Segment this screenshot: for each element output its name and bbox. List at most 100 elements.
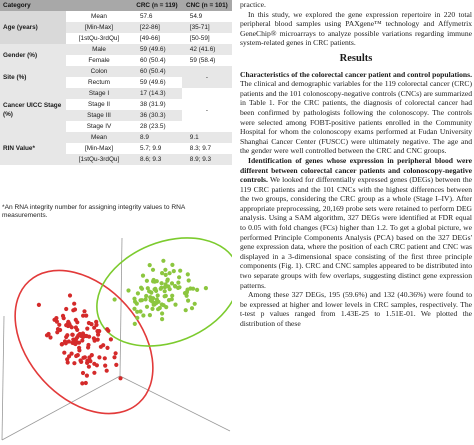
crc-point	[84, 373, 89, 378]
cnc-point	[153, 286, 158, 291]
table-row: Cancer UICC Stage (%) Stage I 17 (14.3) …	[0, 88, 232, 132]
crc-point	[80, 338, 85, 343]
cnc-point	[191, 286, 196, 291]
cnc-point	[162, 294, 167, 299]
table-row: Rectum 59 (49.6)	[0, 77, 232, 88]
axis-line	[1, 315, 5, 441]
cnc-point	[126, 288, 131, 293]
cnc-point	[132, 321, 137, 326]
cnc-point	[135, 291, 140, 296]
axis-line	[119, 237, 123, 377]
crc-point	[54, 316, 59, 321]
crc-point	[89, 322, 94, 327]
table-row: [Min-Max] 5.7; 9.9 8.3; 9.7	[0, 143, 232, 154]
crc-point	[65, 333, 70, 338]
cnc-point	[167, 271, 172, 276]
cnc-point	[165, 277, 170, 282]
crc-cell: 57.6	[140, 13, 153, 20]
header-crc: CRC (n = 119)	[132, 0, 182, 11]
crc-point	[79, 359, 84, 364]
crc-point	[80, 370, 86, 376]
cnc-cell: 8.9; 9.3	[181, 154, 232, 165]
crc-point	[62, 350, 67, 355]
crc-point	[112, 355, 117, 360]
cnc-point	[147, 263, 152, 268]
cnc-point	[141, 313, 146, 318]
table-row: Female 60 (50.4) 59 (58.4)	[0, 55, 232, 66]
crc-point	[96, 332, 101, 337]
crc-cell: 59 (49.6)	[132, 44, 182, 55]
sub-cell: [1stQu-3rdQu]	[66, 154, 132, 165]
results-paragraph-2: Identification of genes whose expression…	[240, 156, 472, 290]
crc-point	[80, 334, 85, 339]
crc-point	[67, 293, 73, 298]
crc-cell: 60 (50.4)	[132, 66, 182, 77]
category-cell: RIN Value*	[0, 132, 66, 165]
crc-point	[108, 337, 113, 342]
cnc-point	[161, 258, 166, 263]
cnc-point	[159, 285, 164, 290]
table-row: Stage III 36 (30.3)	[0, 110, 232, 121]
table-row: [1stQu-3rdQu] 8.6; 9.3 8.9; 9.3	[0, 154, 232, 165]
crc-point	[94, 363, 99, 368]
crc-point	[82, 309, 87, 314]
cnc-point	[152, 279, 157, 284]
crc-point	[113, 351, 118, 356]
cnc-point	[150, 267, 156, 272]
cnc-point	[160, 311, 165, 316]
cnc-point	[163, 267, 168, 272]
cnc-point	[177, 275, 182, 280]
crc-cell: 38 (31.9)	[140, 101, 166, 108]
cnc-point	[148, 298, 153, 303]
cnc-point	[147, 313, 152, 318]
header-category: Category	[0, 0, 66, 11]
header-cnc: CNC (n = 101)	[181, 0, 232, 11]
sub-cell: Mean	[91, 13, 107, 20]
section-heading: Results	[339, 52, 373, 64]
sub-cell: Colon	[66, 66, 132, 77]
sub-cell: [Min-Max]	[66, 22, 132, 33]
pca-3d-scatter	[1, 237, 232, 441]
crc-cell: 5.7; 9.9	[140, 145, 162, 152]
para2-text: We looked for differentially expressed g…	[240, 175, 472, 290]
results-paragraph-1: Characteristics of the colorectal cancer…	[240, 70, 472, 156]
cnc-point	[155, 293, 160, 298]
table-row: [Min-Max] [22-86] [35-71]	[0, 22, 232, 33]
crc-point	[65, 357, 70, 362]
crc-point	[105, 345, 110, 350]
sub-cell: Stage II	[87, 101, 111, 108]
cnc-point	[172, 284, 178, 289]
cnc-point	[163, 272, 168, 277]
cnc-point	[184, 293, 189, 298]
cnc-point	[132, 306, 137, 311]
cnc-point	[138, 298, 143, 303]
crc-point	[87, 334, 92, 339]
crc-point	[73, 317, 78, 322]
cnc-point	[151, 302, 156, 307]
axis-line	[119, 375, 231, 432]
crc-point	[72, 301, 77, 306]
sub-cell: Rectum	[87, 79, 111, 86]
cnc-point	[138, 309, 143, 314]
crc-cell: 60 (50.4)	[140, 57, 166, 64]
cnc-point	[192, 301, 197, 306]
cnc-point	[203, 286, 208, 291]
table-header-row: Category CRC (n = 119) CNC (n = 101)	[0, 0, 232, 11]
para1-text: The clinical and demographic variables f…	[240, 79, 472, 156]
cnc-cell: [35-71]	[181, 22, 232, 33]
crc-point	[59, 342, 64, 347]
sub-cell: [1stQu-3rdQu]	[78, 35, 120, 42]
crc-point	[67, 321, 72, 326]
crc-point	[87, 358, 92, 363]
cnc-point	[144, 293, 149, 299]
crc-point	[81, 313, 86, 318]
crc-point	[92, 325, 97, 330]
crc-point	[80, 381, 85, 386]
sub-cell: Mean	[66, 132, 132, 143]
demographics-table: Category CRC (n = 119) CNC (n = 101) Age…	[0, 0, 232, 165]
crc-point	[65, 360, 70, 365]
table-row: Age (years) Mean 57.6 54.9	[0, 11, 232, 44]
cnc-point	[157, 305, 162, 311]
crc-point	[74, 340, 79, 345]
crc-point	[103, 363, 108, 368]
